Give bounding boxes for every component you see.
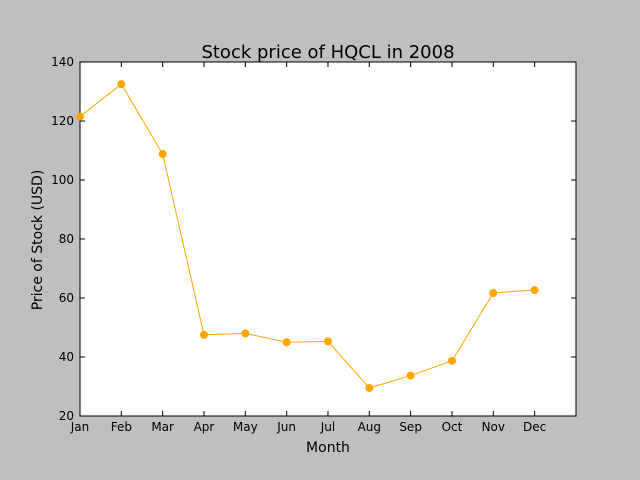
data-point	[241, 329, 250, 338]
y-axis: 20 40 60 80 100 120 140	[51, 55, 576, 423]
x-tick-label: Oct	[442, 420, 463, 434]
y-axis-label: Price of Stock (USD)	[30, 170, 46, 311]
x-axis-label: Month	[306, 440, 350, 456]
x-tick-label: Feb	[111, 420, 132, 434]
data-point	[406, 371, 415, 380]
y-tick-label: 60	[59, 291, 74, 305]
x-tick-label: Apr	[194, 420, 215, 434]
y-tick-label: 100	[51, 173, 74, 187]
data-point	[365, 383, 374, 392]
data-point	[199, 330, 208, 339]
data-points	[76, 80, 539, 392]
data-point	[282, 338, 291, 347]
x-tick-label: May	[233, 420, 258, 434]
data-point	[530, 286, 539, 295]
chart-title: Stock price of HQCL in 2008	[201, 42, 454, 63]
data-point	[76, 112, 84, 121]
x-tick-label: Jun	[276, 420, 296, 434]
x-axis: Jan Feb Mar Apr May Jun Jul Aug Sep Oct Nov Dec	[70, 62, 546, 434]
data-point	[323, 337, 332, 346]
plot-area	[79, 61, 577, 417]
x-tick-label: Jul	[320, 420, 335, 434]
x-tick-label: Aug	[358, 420, 381, 434]
x-tick-label: Nov	[482, 420, 505, 434]
data-point	[489, 288, 498, 297]
y-tick-label: 140	[51, 55, 74, 69]
x-tick-label: Sep	[399, 420, 422, 434]
x-tick-label: Mar	[151, 420, 174, 434]
y-tick-label: 80	[59, 232, 74, 246]
data-point	[158, 150, 167, 159]
y-tick-label: 120	[51, 114, 74, 128]
data-point	[117, 80, 126, 89]
x-tick-label: Dec	[523, 420, 546, 434]
y-tick-label: 20	[59, 409, 74, 423]
data-point	[447, 356, 456, 365]
series-line	[79, 83, 535, 389]
y-tick-label: 40	[59, 350, 74, 364]
x-tick-label: Jan	[70, 420, 90, 434]
